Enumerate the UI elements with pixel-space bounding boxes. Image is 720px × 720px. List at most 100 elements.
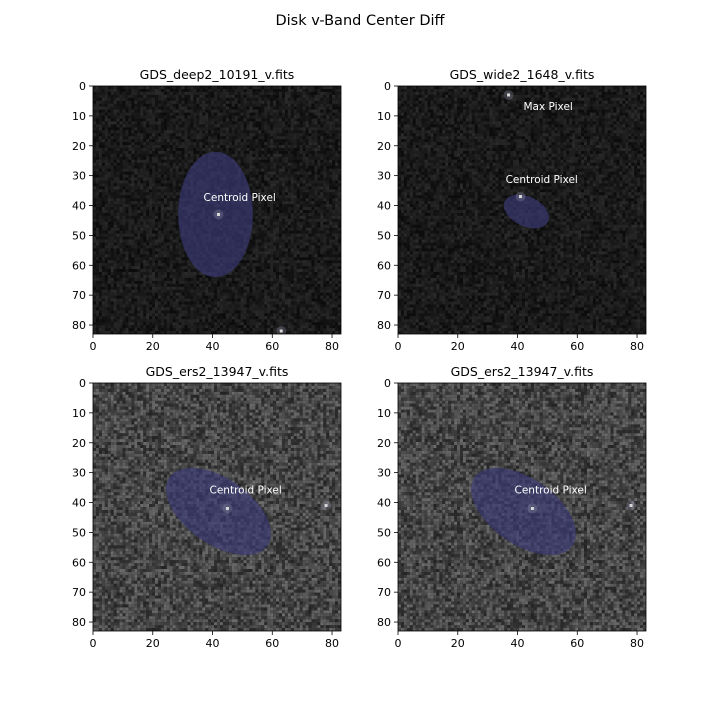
y-tick-label: 70 xyxy=(72,586,86,599)
x-tick-label: 60 xyxy=(265,340,279,353)
marker-centroid-pixel xyxy=(519,195,523,199)
subplot-1: Centroid Pixel GDS_deep2_10191_v.fits 0 20 4… xyxy=(72,67,342,353)
marker-centroid-pixel xyxy=(216,212,220,216)
x-tick-label: 20 xyxy=(146,637,160,650)
marker-point xyxy=(629,504,633,508)
annotation-label: Centroid Pixel xyxy=(204,192,276,204)
y-tick-label: 40 xyxy=(72,200,86,213)
image-area: Centroid Pixel xyxy=(93,383,341,631)
x-tick-label: 40 xyxy=(511,340,525,353)
image-area: Max Pixel Centroid Pixel xyxy=(398,86,646,334)
subplot-2: Max Pixel Centroid Pixel GDS_wide2_1648_v.… xyxy=(377,67,647,353)
x-tick-label: 20 xyxy=(146,340,160,353)
y-tick-label: 40 xyxy=(72,497,86,510)
x-tick-label: 60 xyxy=(570,637,584,650)
y-tick-label: 0 xyxy=(384,80,391,93)
y-tick-label: 10 xyxy=(72,407,86,420)
y-tick-label: 40 xyxy=(377,200,391,213)
panels-group: Centroid Pixel GDS_deep2_10191_v.fits 0 20 4… xyxy=(72,67,647,650)
noise-pixels xyxy=(398,383,646,631)
y-tick-label: 60 xyxy=(377,556,391,569)
noise-pixels xyxy=(398,383,646,631)
y-tick-label: 0 xyxy=(384,377,391,390)
marker-point xyxy=(279,329,283,333)
subplot-title: GDS_deep2_10191_v.fits xyxy=(140,67,295,82)
y-tick-label: 0 xyxy=(79,80,86,93)
y-tick-label: 80 xyxy=(72,319,86,332)
y-tick-label: 80 xyxy=(72,616,86,629)
noise-pixels xyxy=(398,383,646,631)
marker-max-pixel xyxy=(507,93,511,97)
x-tick-label: 60 xyxy=(265,637,279,650)
x-tick-label: 20 xyxy=(451,637,465,650)
noise-pixels xyxy=(398,383,644,631)
image-area: Centroid Pixel xyxy=(93,86,341,334)
x-tick-label: 80 xyxy=(630,340,644,353)
annotation-label: Centroid Pixel xyxy=(506,174,578,186)
x-tick-label: 40 xyxy=(206,637,220,650)
y-tick-label: 70 xyxy=(377,289,391,302)
y-tick-label: 20 xyxy=(72,140,86,153)
y-tick-label: 40 xyxy=(377,497,391,510)
axes-frame xyxy=(397,382,647,632)
axes-frame xyxy=(92,85,342,335)
y-tick-label: 10 xyxy=(377,407,391,420)
y-tick-label: 70 xyxy=(377,586,391,599)
y-tick-label: 70 xyxy=(72,289,86,302)
y-tick-label: 30 xyxy=(377,170,391,183)
axes-frame xyxy=(397,85,647,335)
x-tick-label: 80 xyxy=(325,637,339,650)
subplot-4: Centroid Pixel GDS_ers2_13947_v.fits 0 20 40… xyxy=(377,364,647,650)
x-tick-label: 60 xyxy=(570,340,584,353)
y-tick-label: 30 xyxy=(377,467,391,480)
x-tick-label: 40 xyxy=(511,637,525,650)
x-tick-label: 0 xyxy=(90,340,97,353)
noise-pixels xyxy=(398,383,646,631)
y-tick-label: 50 xyxy=(72,526,86,539)
figure-title: Disk v-Band Center Diff xyxy=(275,13,445,29)
noise-pixels xyxy=(93,383,341,631)
y-tick-label: 50 xyxy=(377,229,391,242)
noise-pixels xyxy=(93,86,341,334)
annotation-label: Centroid Pixel xyxy=(210,485,282,497)
marker-centroid-pixel xyxy=(530,506,534,510)
y-tick-label: 50 xyxy=(72,229,86,242)
noise-pixels xyxy=(93,86,341,334)
axes-frame xyxy=(92,382,342,632)
y-tick-label: 20 xyxy=(72,437,86,450)
y-tick-label: 10 xyxy=(72,110,86,123)
y-tick-label: 20 xyxy=(377,140,391,153)
marker-centroid-pixel xyxy=(225,506,229,510)
y-tick-label: 50 xyxy=(377,526,391,539)
y-tick-label: 80 xyxy=(377,616,391,629)
image-area: Centroid Pixel xyxy=(398,383,646,631)
galaxy-ellipse xyxy=(471,467,576,556)
y-tick-label: 0 xyxy=(79,377,86,390)
galaxy-ellipse xyxy=(166,467,271,556)
y-tick-label: 30 xyxy=(72,467,86,480)
subplot-title: GDS_wide2_1648_v.fits xyxy=(450,67,595,82)
x-tick-label: 40 xyxy=(206,340,220,353)
annotation-label: Max Pixel xyxy=(523,101,572,113)
annotation-label: Centroid Pixel xyxy=(515,485,587,497)
y-tick-label: 20 xyxy=(377,437,391,450)
y-tick-label: 30 xyxy=(72,170,86,183)
x-tick-label: 0 xyxy=(90,637,97,650)
y-tick-label: 10 xyxy=(377,110,391,123)
x-tick-label: 80 xyxy=(630,637,644,650)
subplot-title: GDS_ers2_13947_v.fits xyxy=(451,364,594,379)
y-tick-label: 80 xyxy=(377,319,391,332)
x-tick-label: 0 xyxy=(395,340,402,353)
subplot-title: GDS_ers2_13947_v.fits xyxy=(146,364,289,379)
noise-pixels xyxy=(93,383,341,629)
x-tick-label: 80 xyxy=(325,340,339,353)
subplot-3: Centroid Pixel GDS_ers2_13947_v.fits 0 20 40… xyxy=(72,364,342,650)
x-tick-label: 20 xyxy=(451,340,465,353)
marker-point xyxy=(324,504,328,508)
galaxy-ellipse xyxy=(503,194,550,229)
galaxy-ellipse xyxy=(178,151,253,278)
x-tick-label: 0 xyxy=(395,637,402,650)
y-tick-label: 60 xyxy=(72,556,86,569)
y-tick-label: 60 xyxy=(377,259,391,272)
